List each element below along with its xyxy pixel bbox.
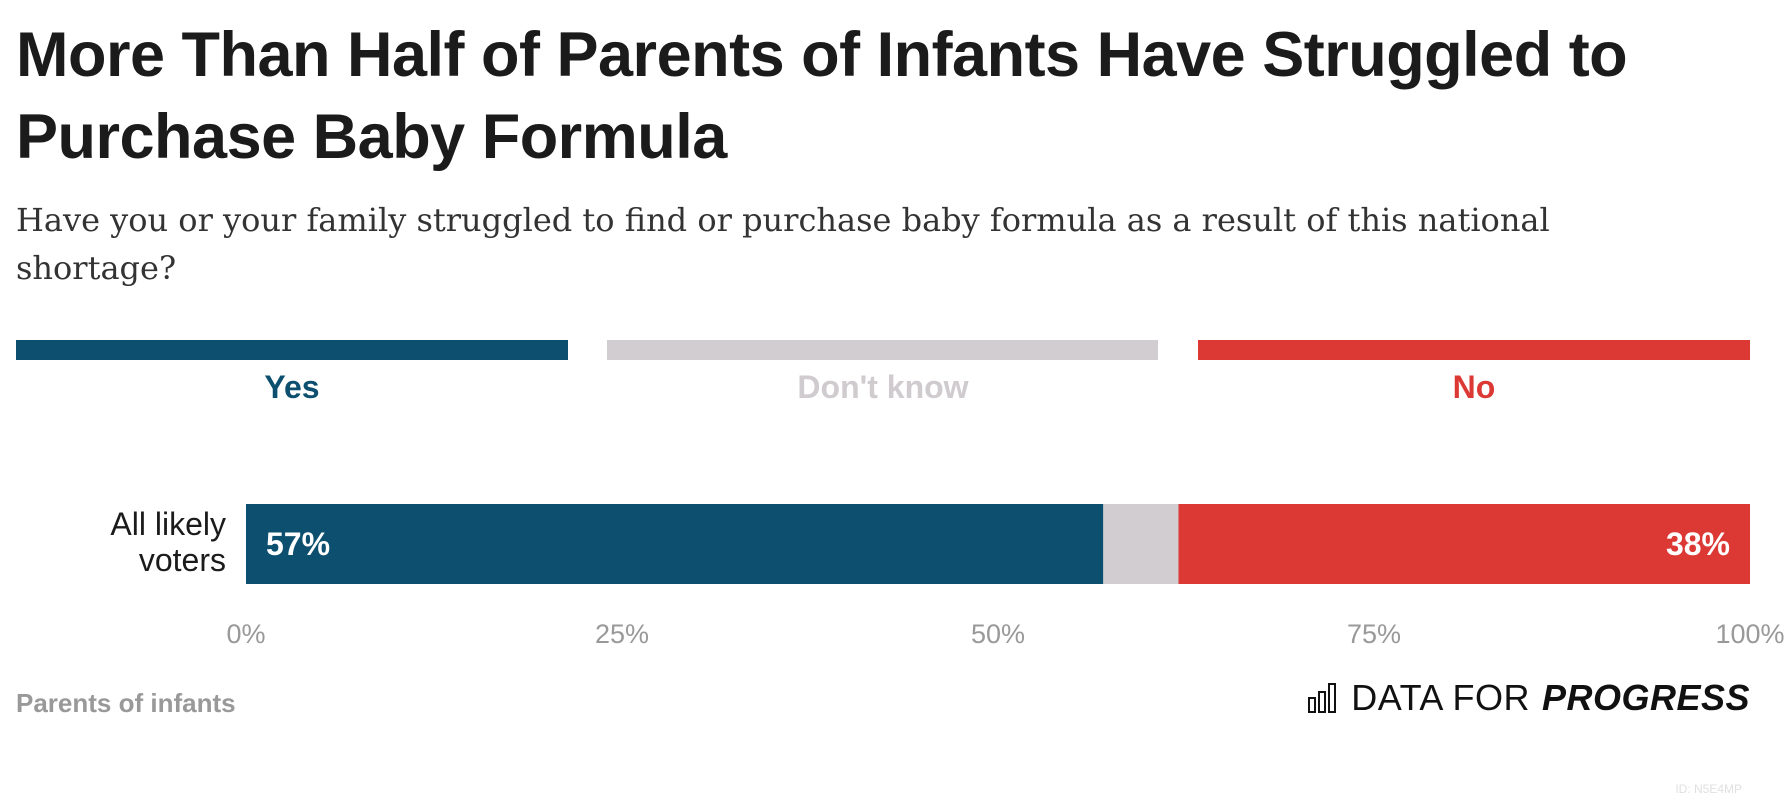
x-tick-100: 100%: [1715, 619, 1785, 649]
bar-segment-don-t-know: [1103, 504, 1179, 584]
brand-logo: DATA FOR PROGRESS: [1307, 676, 1750, 720]
bar-segment-no: [1178, 504, 1750, 584]
legend-label-yes: Yes: [264, 369, 320, 405]
brand-name-regular: DATA FOR: [1351, 677, 1530, 718]
x-tick-75: 75%: [1346, 619, 1402, 649]
legend-swatch-no: [1198, 340, 1750, 360]
x-tick-50: 50%: [970, 619, 1026, 649]
legend-swatch-yes: [16, 340, 568, 360]
data-label-no: 38%: [1666, 526, 1730, 562]
bar-chart-icon: [1308, 683, 1337, 713]
row-label-all-likely-voters: All likely voters: [110, 506, 226, 578]
bar-segment-yes: [246, 504, 1104, 584]
footnote-population: Parents of infants: [16, 688, 236, 718]
chart-subtitle: Have you or your family struggled to fin…: [16, 201, 1550, 287]
chart-id: ID: N5E4MP: [1675, 782, 1742, 796]
x-tick-25: 25%: [594, 619, 650, 649]
chart-title: More Than Half of Parents of Infants Hav…: [16, 20, 1628, 172]
legend-label-dont-know: Don't know: [797, 369, 969, 405]
x-tick-0: 0%: [226, 619, 266, 649]
legend-swatch-dont-know: [607, 340, 1158, 360]
brand-name-bold: PROGRESS: [1541, 677, 1750, 718]
data-label-yes: 57%: [266, 526, 330, 562]
legend-label-no: No: [1452, 369, 1496, 405]
